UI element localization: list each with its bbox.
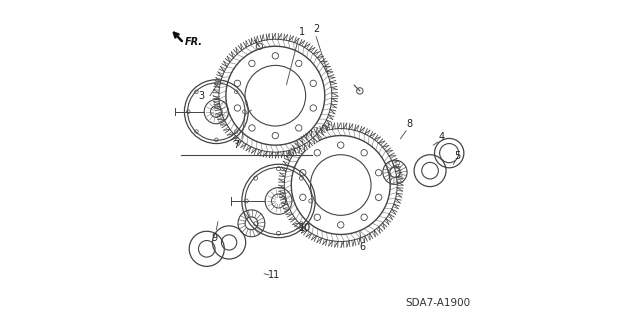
Text: 1: 1 (300, 27, 305, 37)
Text: 10: 10 (299, 223, 311, 233)
Text: 6: 6 (359, 242, 365, 252)
Text: 11: 11 (268, 270, 280, 280)
Text: 5: 5 (454, 151, 460, 161)
Text: 7: 7 (234, 140, 239, 150)
Text: 8: 8 (406, 119, 412, 130)
Text: FR.: FR. (185, 37, 203, 48)
Circle shape (278, 123, 403, 247)
Text: SDA7-A1900: SDA7-A1900 (406, 298, 470, 308)
Text: 3: 3 (198, 91, 204, 101)
Text: 9: 9 (212, 233, 218, 243)
Circle shape (213, 33, 337, 158)
Text: 2: 2 (313, 24, 319, 34)
Text: 4: 4 (439, 132, 445, 142)
